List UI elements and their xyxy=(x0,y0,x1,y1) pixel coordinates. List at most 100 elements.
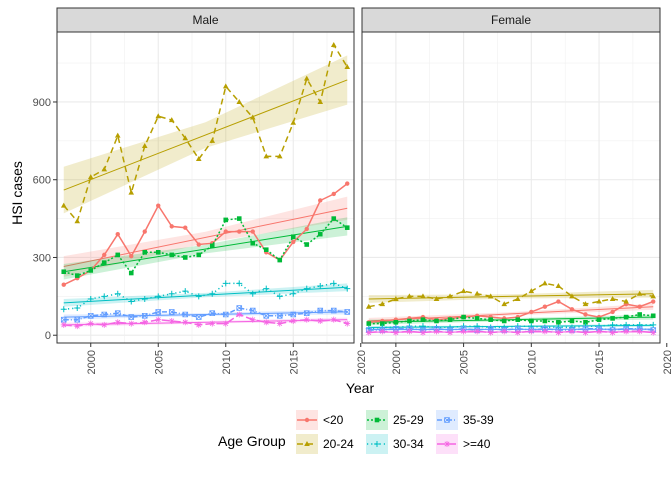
data-point xyxy=(141,143,148,149)
data-point xyxy=(290,119,297,125)
data-point xyxy=(406,328,413,335)
data-point xyxy=(129,253,134,259)
data-point xyxy=(182,255,188,260)
data-point xyxy=(249,316,256,323)
trend-line-20-24 xyxy=(368,293,654,300)
data-point xyxy=(623,328,630,335)
data-point xyxy=(156,203,161,208)
data-point xyxy=(488,317,493,322)
data-point xyxy=(237,229,242,234)
data-point xyxy=(569,307,575,312)
legend-key-marker xyxy=(444,417,450,423)
data-point xyxy=(596,298,602,304)
data-point xyxy=(501,328,508,335)
data-point xyxy=(101,293,108,300)
trend-line-lt20 xyxy=(63,207,348,268)
series-line-lt20 xyxy=(63,183,348,286)
data-point xyxy=(303,75,310,81)
panel-background xyxy=(362,32,660,343)
series-ge40 xyxy=(60,311,351,330)
data-point xyxy=(249,307,256,314)
data-point xyxy=(263,285,270,292)
data-point xyxy=(529,318,534,324)
data-point xyxy=(317,98,324,104)
series-25-29 xyxy=(61,216,350,278)
legend: Age Group <20 20-24 25-29 30-34 35-39 >=40 xyxy=(218,410,494,454)
legend-item-25-29: 25-29 xyxy=(366,410,424,430)
data-point xyxy=(637,312,642,317)
data-point xyxy=(142,229,147,234)
data-point xyxy=(596,328,603,335)
data-point xyxy=(276,293,283,300)
panel-border xyxy=(56,31,355,344)
data-point xyxy=(344,309,351,315)
data-point xyxy=(128,320,135,327)
data-point xyxy=(290,317,297,324)
data-point xyxy=(434,318,439,324)
series-20-24 xyxy=(365,280,657,309)
data-point xyxy=(556,299,561,304)
data-point xyxy=(209,137,216,143)
trend-line-30-34 xyxy=(63,286,348,304)
data-point xyxy=(74,323,81,330)
data-point xyxy=(222,320,229,327)
legend-item-20-24: 20-24 xyxy=(296,434,354,454)
data-point xyxy=(102,252,107,258)
data-point xyxy=(419,329,426,336)
data-point xyxy=(249,114,256,120)
data-point xyxy=(74,273,80,278)
x-tick-label: 2010 xyxy=(526,350,538,374)
data-point xyxy=(236,216,242,221)
data-point xyxy=(263,247,269,252)
data-point xyxy=(195,155,202,161)
legend-item-ge40: >=40 xyxy=(436,434,491,454)
data-point xyxy=(276,320,283,327)
data-point xyxy=(195,321,202,328)
data-point xyxy=(514,325,521,332)
data-point xyxy=(142,249,148,255)
data-point xyxy=(460,328,467,335)
data-point xyxy=(223,229,228,234)
data-point xyxy=(393,319,399,325)
data-point xyxy=(209,310,216,316)
data-point xyxy=(60,306,67,313)
data-point xyxy=(582,329,589,336)
data-point xyxy=(474,290,480,296)
legend-key-marker xyxy=(374,441,380,447)
ci-ribbon-25-29 xyxy=(63,217,348,280)
data-point xyxy=(650,313,656,319)
data-point xyxy=(556,319,561,325)
legend-title: Age Group xyxy=(218,433,286,449)
data-point xyxy=(514,329,521,336)
legend-item-30-34: 30-34 xyxy=(366,434,424,454)
facet-strip-label-female: Female xyxy=(491,13,531,27)
data-point xyxy=(61,282,66,287)
data-point xyxy=(542,304,548,309)
data-point xyxy=(128,270,134,276)
x-axis: 2000 2005 2010 2015 2020 2000 2005 2010 2015 2020 xyxy=(86,343,672,374)
data-point xyxy=(487,329,494,336)
data-point xyxy=(528,288,535,294)
legend-key-marker xyxy=(304,441,310,446)
data-point xyxy=(366,321,372,326)
data-point xyxy=(168,309,175,315)
data-point xyxy=(303,310,310,316)
series-line-30-34 xyxy=(63,282,348,311)
data-point xyxy=(447,293,453,299)
data-point xyxy=(610,316,615,321)
data-point xyxy=(433,328,440,335)
legend-key-marker xyxy=(374,417,380,423)
data-point xyxy=(542,318,548,324)
x-axis-title: Year xyxy=(346,380,375,396)
data-point xyxy=(609,329,616,336)
data-point xyxy=(290,234,296,240)
data-point xyxy=(277,257,283,263)
facet-strip-label-male: Male xyxy=(192,13,218,27)
data-point xyxy=(583,319,588,325)
x-tick-label: 2015 xyxy=(288,350,300,374)
data-point xyxy=(330,316,337,323)
data-point xyxy=(330,41,337,47)
data-point xyxy=(637,304,642,309)
x-tick-label: 2000 xyxy=(391,350,403,374)
